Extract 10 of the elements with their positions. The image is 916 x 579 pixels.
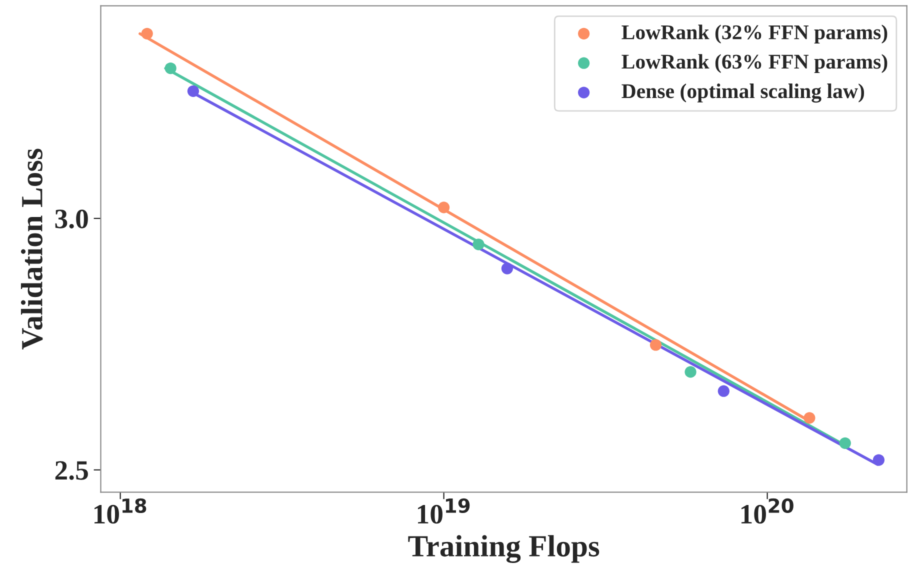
y-tick-label: 2.5: [55, 461, 88, 480]
x-axis-title: Training Flops: [408, 535, 600, 564]
legend-label: LowRank (63% FFN params): [622, 54, 888, 73]
y-tick-label: 3.0: [55, 210, 88, 228]
legend-label: Dense (optimal scaling law): [622, 84, 864, 103]
x-tick-label: 10$^{20}$: [741, 498, 794, 524]
x-tick-label: 10$^{19}$: [418, 498, 470, 524]
legend-label: LowRank (32% FFN params): [622, 24, 888, 44]
y-axis-title: Validation Loss: [20, 148, 43, 350]
x-tick-label: 10$^{18}$: [94, 498, 146, 524]
